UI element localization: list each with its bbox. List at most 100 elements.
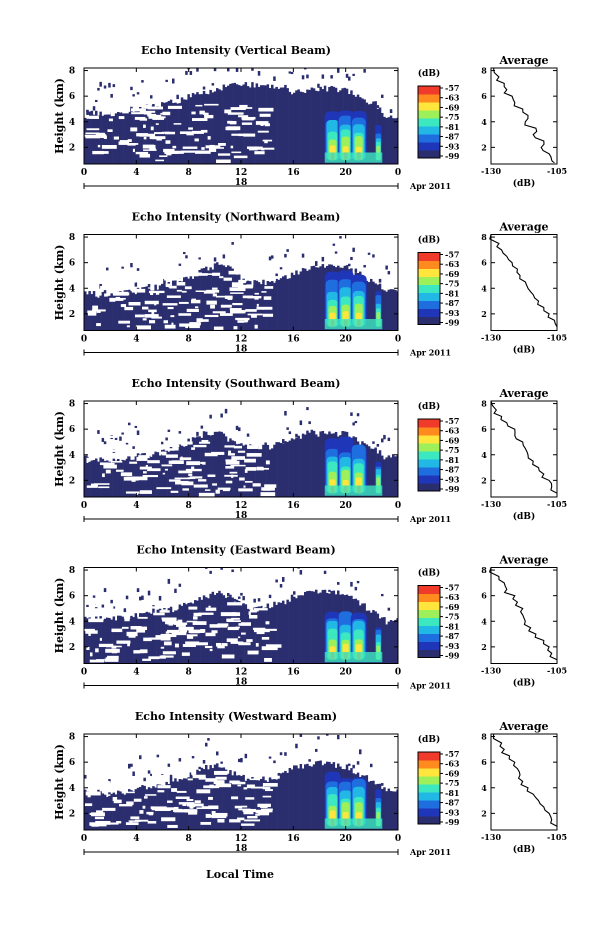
x-tick-label: 0 [395, 168, 401, 178]
echo-cell [161, 449, 164, 497]
gap-cell [254, 297, 259, 300]
gap-cell [262, 313, 274, 317]
gap-cell [98, 822, 107, 827]
echo-cell [334, 431, 338, 436]
gap-cell [148, 309, 157, 313]
colorbar-swatch [418, 800, 440, 809]
colorbar-swatch [418, 276, 440, 285]
echo-cell [130, 790, 133, 830]
gap-cell [200, 129, 208, 133]
echo-cell [154, 284, 157, 288]
echo-cell [284, 441, 287, 497]
echo-cell [381, 593, 384, 597]
echo-cell [389, 791, 393, 830]
echo-cell [147, 284, 151, 288]
gap-cell [175, 796, 190, 799]
echo-cell [372, 780, 375, 830]
echo-cell [207, 738, 210, 741]
gap-cell [143, 270, 155, 274]
colorbar-swatch [418, 268, 440, 277]
gap-cell [84, 114, 90, 118]
echo-cell [178, 278, 182, 331]
echo-cell [180, 281, 184, 331]
gap-cell [232, 302, 243, 306]
gap-cell [252, 276, 268, 279]
echo-cell [321, 433, 325, 497]
echo-cell [150, 773, 153, 777]
echo-cell [130, 763, 133, 767]
echo-cell [108, 617, 111, 664]
gap-cell [220, 612, 237, 617]
echo-cell [117, 462, 120, 497]
echo-cell [365, 775, 369, 830]
gap-cell [189, 805, 193, 809]
gap-cell [154, 114, 162, 117]
echo-cell [381, 783, 384, 786]
gap-cell [171, 322, 174, 325]
y-tick-label: 8 [69, 566, 75, 576]
echo-cell [196, 436, 199, 497]
echo-cell [176, 103, 179, 164]
echo-cell [191, 756, 195, 759]
gap-cell [209, 648, 213, 652]
gap-cell [135, 819, 149, 822]
gap-cell [229, 780, 240, 783]
colorbar-swatch [418, 625, 440, 634]
echo-cell [167, 763, 171, 767]
gap-cell [112, 456, 124, 459]
gap-cell [163, 148, 175, 153]
colorbar-swatch [418, 102, 440, 111]
echo-cell [106, 617, 109, 664]
y-tick-label: 2 [69, 643, 75, 653]
echo-cell [367, 104, 371, 164]
echo-cell [108, 792, 111, 830]
colorbar-tick-label: -69 [445, 435, 460, 445]
gap-cell [135, 325, 151, 330]
echo-cell [282, 276, 285, 331]
heatmap [84, 734, 398, 830]
gap-cell [107, 655, 119, 660]
y-tick-label: 4 [69, 784, 75, 794]
echo-cell [235, 599, 239, 664]
echo-cell [253, 779, 256, 830]
echo-cell [240, 592, 243, 596]
echo-cell [273, 282, 276, 331]
gap-cell [196, 789, 211, 794]
gap-cell [208, 148, 217, 152]
echo-cell [125, 792, 129, 830]
gap-cell [247, 650, 259, 655]
echo-cell [381, 94, 384, 98]
gap-cell [259, 113, 271, 117]
echo-cell [106, 460, 109, 497]
gap-cell [218, 142, 226, 146]
echo-cell [220, 413, 223, 418]
echo-cell [110, 619, 113, 664]
echo-cell [350, 256, 353, 261]
gap-cell [90, 784, 95, 789]
echo-cell [92, 792, 96, 830]
day-label: 18 [235, 844, 248, 854]
echo-cell [359, 271, 362, 275]
gap-cell [163, 641, 172, 646]
gap-cell [205, 632, 216, 637]
gap-cell [247, 313, 263, 316]
colorbar-tick-label: -99 [445, 484, 460, 494]
gap-cell [180, 441, 193, 445]
echo-cell [251, 285, 254, 331]
echo-cell [172, 612, 175, 664]
gap-cell [194, 138, 199, 142]
gap-cell [188, 811, 198, 815]
echo-cell [312, 265, 316, 331]
gap-cell [139, 626, 148, 631]
gap-cell [215, 642, 222, 647]
gap-cell [144, 104, 152, 108]
echo-cell [242, 445, 245, 497]
echo-cell [381, 617, 384, 664]
colorbar-swatch [418, 451, 440, 460]
gap-cell [188, 127, 193, 130]
gap-cell [139, 118, 148, 121]
echo-cell [345, 73, 349, 78]
gap-cell [227, 626, 239, 631]
gap-cell [106, 615, 113, 618]
gap-cell [130, 816, 140, 820]
